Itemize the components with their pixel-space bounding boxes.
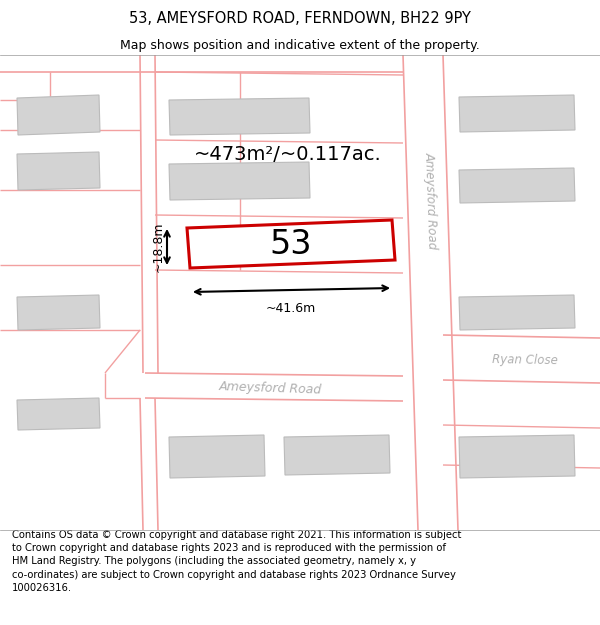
Polygon shape <box>459 168 575 203</box>
Text: 53: 53 <box>270 228 312 261</box>
Polygon shape <box>17 398 100 430</box>
Text: ~473m²/~0.117ac.: ~473m²/~0.117ac. <box>194 146 382 164</box>
Text: Map shows position and indicative extent of the property.: Map shows position and indicative extent… <box>120 39 480 51</box>
Polygon shape <box>17 295 100 330</box>
Polygon shape <box>17 152 100 190</box>
Text: ~18.8m: ~18.8m <box>151 222 164 272</box>
Text: Contains OS data © Crown copyright and database right 2021. This information is : Contains OS data © Crown copyright and d… <box>12 530 461 592</box>
Polygon shape <box>169 98 310 135</box>
Text: Ameysford Road: Ameysford Road <box>423 151 439 249</box>
Text: 53, AMEYSFORD ROAD, FERNDOWN, BH22 9PY: 53, AMEYSFORD ROAD, FERNDOWN, BH22 9PY <box>129 11 471 26</box>
Text: ~41.6m: ~41.6m <box>266 302 316 315</box>
Text: Ryan Close: Ryan Close <box>492 353 558 367</box>
Polygon shape <box>169 435 265 478</box>
Polygon shape <box>169 162 310 200</box>
Polygon shape <box>187 220 395 268</box>
Polygon shape <box>284 435 390 475</box>
Polygon shape <box>459 95 575 132</box>
Polygon shape <box>459 435 575 478</box>
Polygon shape <box>17 95 100 135</box>
Polygon shape <box>459 295 575 330</box>
Text: Ameysford Road: Ameysford Road <box>218 380 322 396</box>
